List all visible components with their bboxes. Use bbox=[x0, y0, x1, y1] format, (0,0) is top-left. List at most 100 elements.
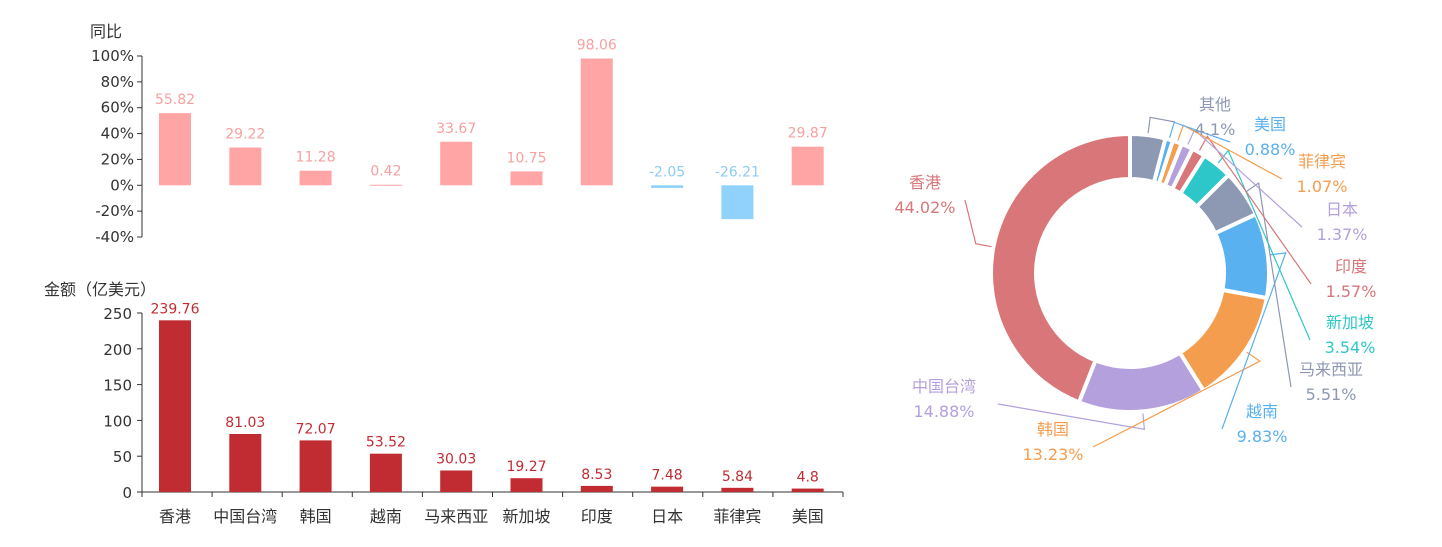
amount-value-label: 53.52 bbox=[366, 435, 406, 451]
yoy-bar bbox=[791, 146, 824, 186]
donut-slice-percent: 1.57% bbox=[1326, 282, 1377, 301]
amount-y-tick-label: 100 bbox=[103, 412, 132, 430]
donut-slice bbox=[1194, 172, 1258, 236]
amount-bar bbox=[299, 440, 332, 492]
yoy-y-tick-label: 0% bbox=[110, 176, 134, 194]
donut-slice bbox=[1213, 212, 1271, 300]
category-label: 美国 bbox=[792, 507, 824, 526]
donut-slice-percent: 1.07% bbox=[1297, 177, 1348, 196]
yoy-value-label: 10.75 bbox=[506, 150, 546, 166]
yoy-value-label: -2.05 bbox=[649, 164, 685, 180]
yoy-bar bbox=[510, 171, 543, 186]
donut-slice-name: 菲律宾 bbox=[1298, 152, 1346, 171]
amount-bar bbox=[651, 486, 684, 492]
yoy-bar bbox=[651, 185, 684, 188]
yoy-y-tick-label: 40% bbox=[101, 125, 134, 143]
amount-y-tick-label: 200 bbox=[103, 341, 132, 359]
amount-y-tick-label: 50 bbox=[113, 448, 132, 466]
donut-leader-line bbox=[1092, 351, 1262, 448]
yoy-value-label: 55.82 bbox=[155, 92, 195, 108]
category-label: 马来西亚 bbox=[424, 507, 488, 526]
donut-leader-line bbox=[964, 199, 992, 248]
donut-leader-line bbox=[1245, 181, 1292, 388]
yoy-value-label: 0.42 bbox=[370, 164, 401, 180]
donut-slice-percent: 13.23% bbox=[1022, 445, 1083, 464]
yoy-y-tick-label: -40% bbox=[95, 228, 134, 246]
donut-slice bbox=[1076, 350, 1206, 414]
amount-bar-chart: 金额（亿美元） 250 200 150 100 50 0 239.76 81.03 72.07 5… bbox=[44, 280, 844, 526]
donut-slice-name: 中国台湾 bbox=[912, 377, 976, 396]
donut-leader-line bbox=[997, 403, 1146, 431]
yoy-bar bbox=[580, 58, 613, 186]
donut-leader-line bbox=[1147, 116, 1176, 134]
donut-slice-name: 美国 bbox=[1254, 115, 1286, 134]
yoy-bar bbox=[159, 113, 191, 186]
yoy-y-tick-label: 20% bbox=[101, 150, 134, 168]
yoy-value-label: 98.06 bbox=[577, 38, 617, 54]
amount-bar bbox=[580, 485, 613, 492]
yoy-bar bbox=[721, 185, 754, 220]
yoy-y-tick-label: 100% bbox=[91, 47, 134, 65]
category-label: 中国台湾 bbox=[213, 507, 277, 526]
category-label: 新加坡 bbox=[502, 507, 550, 526]
category-label: 香港 bbox=[159, 507, 191, 526]
share-donut-chart: 香港 44.02% 中国台湾 14.88% 韩国 13.23% 越南 9.83% 马来西亚 5.5… bbox=[894, 95, 1376, 464]
donut-slice-percent: 5.51% bbox=[1306, 385, 1357, 404]
amount-bar bbox=[159, 320, 191, 492]
donut-slice-name: 印度 bbox=[1335, 257, 1367, 276]
amount-axis-title: 金额（亿美元） bbox=[44, 280, 156, 299]
category-label: 印度 bbox=[581, 507, 613, 526]
amount-bar bbox=[791, 488, 824, 492]
yoy-value-label: 11.28 bbox=[296, 150, 336, 166]
yoy-bar bbox=[369, 184, 402, 186]
amount-y-tick-label: 250 bbox=[103, 305, 132, 323]
yoy-y-tick-label: 60% bbox=[101, 99, 134, 117]
category-label: 菲律宾 bbox=[713, 507, 761, 526]
yoy-bar bbox=[299, 170, 332, 186]
donut-leader-line bbox=[1217, 149, 1311, 341]
donut-slice-percent: 1.37% bbox=[1317, 225, 1368, 244]
donut-slice bbox=[989, 132, 1132, 405]
yoy-y-tick-label: -20% bbox=[95, 202, 134, 220]
amount-value-label: 7.48 bbox=[652, 468, 683, 484]
donut-slice-percent: 9.83% bbox=[1237, 427, 1288, 446]
donut-slice-name: 马来西亚 bbox=[1299, 360, 1363, 379]
donut-slice-name: 日本 bbox=[1326, 200, 1358, 219]
donut-slice-name: 其他 bbox=[1199, 95, 1231, 114]
amount-value-label: 72.07 bbox=[296, 421, 336, 437]
amount-bar bbox=[440, 470, 473, 492]
donut-slice bbox=[1128, 132, 1168, 185]
amount-value-label: 8.53 bbox=[581, 467, 612, 483]
amount-value-label: 239.76 bbox=[151, 301, 200, 317]
amount-value-label: 4.8 bbox=[797, 470, 819, 486]
donut-slice-percent: 44.02% bbox=[894, 198, 955, 217]
donut-leader-line bbox=[1221, 252, 1287, 430]
yoy-value-label: -26.21 bbox=[715, 164, 760, 180]
donut-slice-percent: 3.54% bbox=[1325, 338, 1376, 357]
amount-value-label: 5.84 bbox=[722, 469, 753, 485]
yoy-value-label: 33.67 bbox=[436, 121, 476, 137]
donut-slice-name: 香港 bbox=[909, 173, 941, 192]
yoy-bar-chart: 同比 100% 80% 60% 40% 20% 0% -20% -40% 55.82 29.22 1… bbox=[90, 22, 828, 246]
amount-bar bbox=[229, 433, 262, 492]
donut-slice-name: 越南 bbox=[1246, 402, 1278, 421]
amount-bar bbox=[721, 487, 754, 492]
category-label: 韩国 bbox=[300, 507, 332, 526]
yoy-value-label: 29.87 bbox=[788, 126, 828, 142]
donut-slice-percent: 14.88% bbox=[913, 402, 974, 421]
yoy-y-tick-label: 80% bbox=[101, 73, 134, 91]
amount-value-label: 81.03 bbox=[225, 415, 265, 431]
amount-value-label: 19.27 bbox=[506, 459, 546, 475]
donut-slice-name: 新加坡 bbox=[1326, 313, 1374, 332]
amount-y-tick-label: 0 bbox=[122, 484, 132, 502]
yoy-bar bbox=[440, 141, 473, 186]
donut-slice-percent: 0.88% bbox=[1245, 140, 1296, 159]
amount-bar bbox=[369, 453, 402, 492]
yoy-bar bbox=[229, 147, 262, 186]
amount-bar bbox=[510, 478, 543, 492]
donut-leader-line bbox=[1198, 135, 1312, 285]
donut-slice bbox=[1177, 287, 1269, 393]
donut-slice-percent: 4.1% bbox=[1195, 120, 1236, 139]
yoy-value-label: 29.22 bbox=[225, 127, 265, 143]
